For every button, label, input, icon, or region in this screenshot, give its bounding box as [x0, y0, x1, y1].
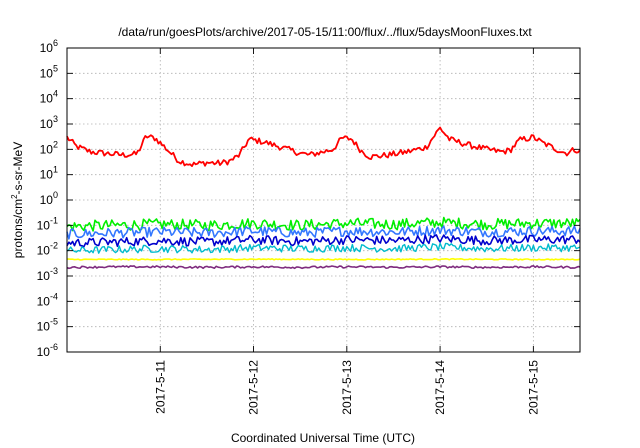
x-tick-label: 2017-5-14	[433, 360, 447, 415]
x-tick-label: 2017-5-11	[153, 360, 167, 414]
y-tick-label: 10-4	[37, 291, 58, 308]
y-tick-label: 10-3	[37, 266, 58, 283]
series-line	[66, 234, 581, 248]
y-axis-label-rest: -s-sr-MeV	[11, 142, 25, 195]
x-axis-label: Coordinated Universal Time (UTC)	[231, 431, 415, 445]
series-line	[66, 242, 581, 254]
y-axis-label-base: protons/cm	[11, 199, 25, 258]
chart-title: /data/run/goesPlots/archive/2017-05-15/1…	[118, 25, 532, 39]
series-line	[66, 264, 581, 270]
grid-lines	[67, 48, 580, 352]
y-tick-label: 10-6	[37, 342, 58, 359]
y-axis-label: protons/cm2-s-sr-MeV	[10, 142, 25, 258]
y-tick-label: 104	[40, 89, 58, 106]
y-axis-label-superscript: 2	[10, 194, 19, 199]
y-tick-label: 101	[40, 165, 58, 182]
series-line	[67, 257, 581, 261]
x-tick-label: 2017-5-15	[526, 360, 540, 415]
y-tick-label: 10-1	[37, 215, 58, 232]
y-tick-label: 103	[40, 114, 58, 131]
series-layer	[66, 126, 581, 270]
series-line	[66, 126, 581, 168]
x-tick-label: 2017-5-13	[340, 360, 354, 415]
series-line	[66, 216, 581, 232]
axis-ticks: 10-6 10-5 10-4 10-3 10-2 10-1 100 101 102 103 104 1…	[37, 38, 580, 415]
y-tick-label: 10-5	[37, 317, 58, 334]
y-tick-label: 102	[40, 139, 58, 156]
y-tick-label: 100	[40, 190, 58, 207]
y-tick-label: 105	[40, 63, 58, 80]
y-tick-label: 106	[40, 38, 58, 55]
y-tick-label: 10-2	[37, 241, 58, 258]
series-line	[66, 225, 581, 240]
x-tick-label: 2017-5-12	[247, 360, 261, 415]
